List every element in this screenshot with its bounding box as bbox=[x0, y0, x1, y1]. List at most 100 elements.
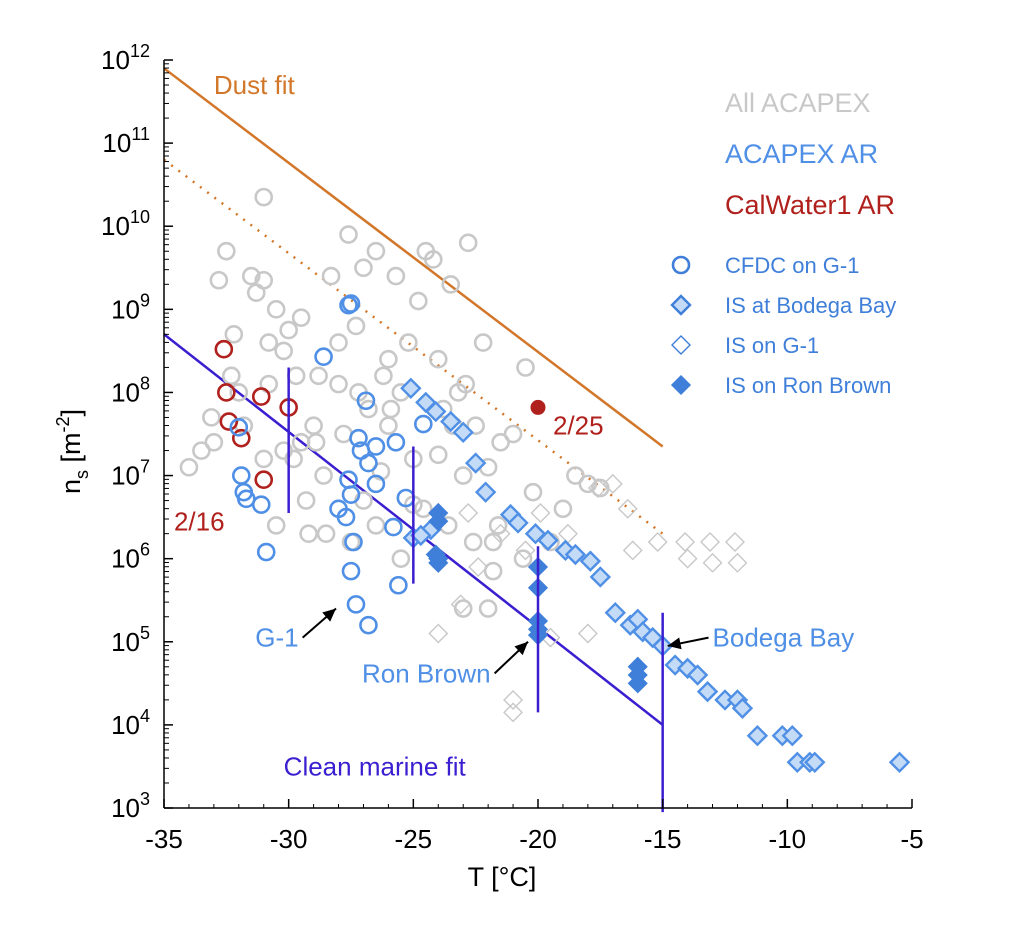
data-point bbox=[410, 524, 432, 547]
data-point bbox=[727, 552, 748, 573]
data-point bbox=[577, 623, 598, 644]
x-tick-label: -20 bbox=[519, 824, 557, 854]
data-point bbox=[647, 532, 668, 553]
axes: -35 -30 -25 -20 -15 -10 -5 103 104 105 106 107 108 10… bbox=[53, 41, 924, 892]
legend-entry-label: IS on Ron Brown bbox=[725, 373, 891, 398]
data-point bbox=[503, 424, 523, 444]
data-point bbox=[589, 566, 612, 588]
data-point bbox=[296, 491, 316, 510]
data-point bbox=[440, 410, 462, 433]
data-point bbox=[507, 512, 529, 534]
data-point bbox=[473, 333, 493, 352]
data-point bbox=[468, 556, 489, 577]
series-cfdc-on-g-1 bbox=[229, 294, 433, 635]
data-point bbox=[428, 445, 448, 465]
data-point bbox=[219, 412, 239, 431]
data-point bbox=[254, 270, 274, 290]
y-tick-label: 1012 bbox=[101, 41, 150, 75]
data-point bbox=[622, 540, 643, 561]
legend-title: All ACAPEX bbox=[725, 88, 871, 118]
data-point bbox=[309, 366, 328, 386]
data-point bbox=[359, 399, 378, 419]
data-point bbox=[231, 428, 251, 448]
arrow-head-icon bbox=[322, 608, 337, 622]
data-point bbox=[321, 266, 341, 286]
data-point bbox=[359, 453, 378, 473]
data-point bbox=[304, 416, 323, 435]
x-tick-label: -30 bbox=[270, 824, 308, 854]
data-point bbox=[700, 532, 721, 553]
x-tick-label: -10 bbox=[769, 824, 807, 854]
data-point bbox=[537, 529, 559, 552]
data-point bbox=[675, 532, 696, 553]
arrow-head-icon bbox=[667, 637, 682, 650]
data-point bbox=[341, 485, 361, 504]
data-point bbox=[341, 294, 361, 313]
y-tick-label: 1011 bbox=[102, 124, 150, 158]
data-point bbox=[488, 516, 508, 535]
y-tick-label: 109 bbox=[111, 290, 150, 324]
data-point bbox=[251, 387, 271, 406]
data-point bbox=[513, 549, 533, 568]
data-point bbox=[587, 478, 608, 499]
data-point bbox=[251, 495, 271, 514]
data-point bbox=[553, 499, 573, 519]
data-point bbox=[474, 481, 497, 503]
data-point bbox=[428, 349, 448, 369]
data-point bbox=[314, 466, 333, 485]
data-point bbox=[478, 599, 498, 618]
data-point bbox=[564, 543, 587, 566]
data-point bbox=[557, 523, 578, 544]
annotation-label: Bodega Bay bbox=[713, 623, 855, 653]
data-point bbox=[214, 339, 234, 359]
data-point bbox=[458, 233, 478, 253]
annotations: Dust fit 2/25 2/16 Clean marine fit G-1 Ron B… bbox=[174, 70, 854, 782]
data-point bbox=[686, 664, 709, 686]
series-is-on-g-1 bbox=[428, 473, 748, 723]
data-point bbox=[306, 433, 326, 452]
data-point bbox=[204, 433, 224, 452]
data-point bbox=[241, 266, 261, 286]
legend-entry-label: IS at Bodega Bay bbox=[725, 293, 896, 318]
data-point bbox=[291, 308, 311, 327]
data-point bbox=[453, 466, 473, 485]
data-point bbox=[341, 561, 361, 581]
data-point bbox=[414, 414, 433, 434]
data-point bbox=[731, 697, 754, 719]
data-point bbox=[231, 466, 251, 485]
data-point bbox=[316, 524, 336, 544]
data-point bbox=[254, 449, 274, 469]
data-point bbox=[286, 366, 306, 386]
data-point bbox=[389, 575, 408, 595]
data-point bbox=[483, 532, 503, 552]
data-point bbox=[409, 291, 428, 311]
arrow-head-icon bbox=[514, 641, 529, 656]
data-point bbox=[379, 416, 398, 435]
data-point bbox=[604, 601, 626, 624]
data-point bbox=[366, 474, 386, 494]
fit-line bbox=[163, 67, 664, 448]
data-point bbox=[566, 466, 585, 485]
data-point bbox=[627, 673, 648, 694]
annotation-label: G-1 bbox=[255, 623, 298, 653]
data-point bbox=[217, 241, 236, 261]
data-point bbox=[354, 258, 373, 278]
data-point bbox=[579, 550, 602, 572]
data-point bbox=[274, 341, 293, 361]
data-point bbox=[391, 549, 411, 568]
data-point bbox=[491, 433, 510, 452]
x-tick-label: -35 bbox=[145, 824, 183, 854]
y-axis-label: ns [m-2] bbox=[53, 409, 92, 494]
data-point bbox=[346, 316, 366, 336]
data-point bbox=[746, 724, 769, 747]
fit-lines bbox=[163, 67, 664, 726]
data-point bbox=[259, 333, 279, 352]
data-point bbox=[617, 498, 638, 519]
data-point bbox=[530, 502, 551, 523]
data-point bbox=[450, 594, 471, 615]
legend-marker bbox=[671, 255, 691, 275]
data-point bbox=[399, 333, 418, 352]
data-point bbox=[578, 474, 598, 494]
data-point bbox=[441, 275, 461, 294]
y-tick-label: 105 bbox=[111, 623, 150, 657]
